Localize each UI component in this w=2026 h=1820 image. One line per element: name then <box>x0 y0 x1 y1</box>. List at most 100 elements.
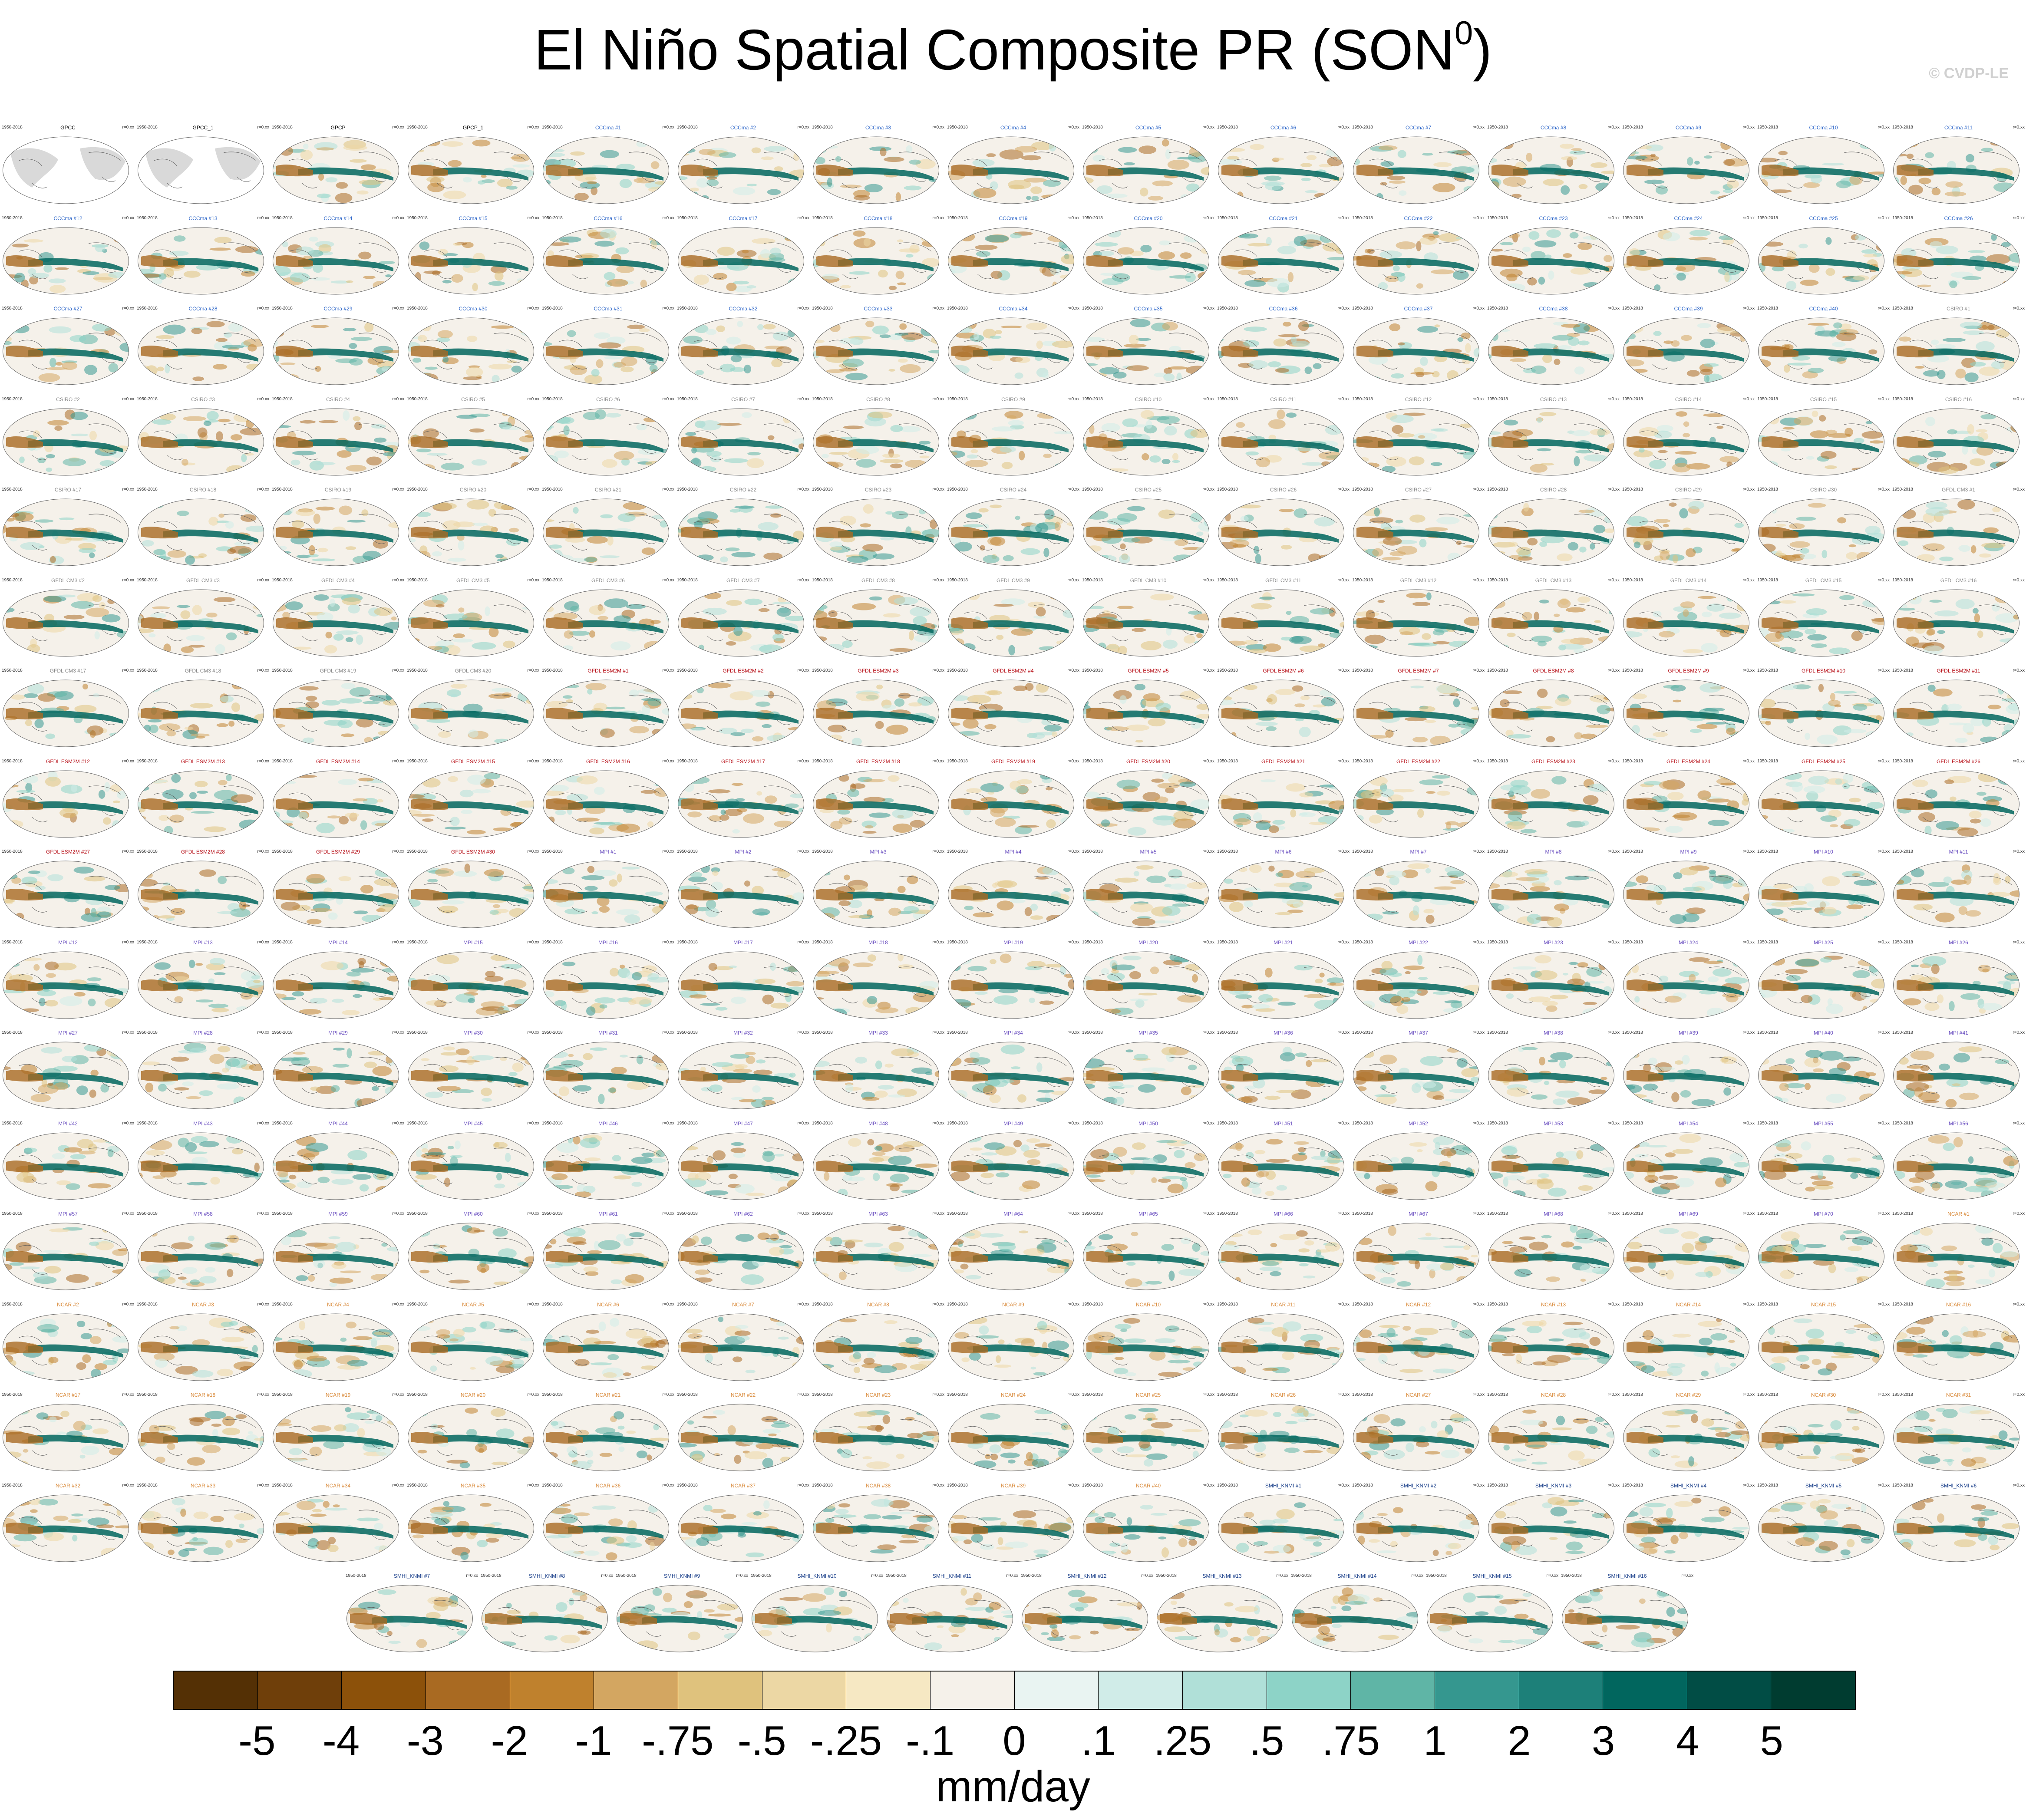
panel-title: GFDL ESM2M #22 <box>1396 758 1440 765</box>
map-panel: 1950-2018 GFDL CM3 #19 r=0.xx <box>272 668 404 751</box>
panel-title: NCAR #39 <box>1000 1482 1026 1489</box>
panel-period: 1950-2018 <box>812 396 833 402</box>
map-globe <box>408 679 534 747</box>
panel-stat: r=0.xx <box>1067 577 1079 583</box>
map-panel: 1950-2018 SMHI_KNMI #11 r=0.xx <box>886 1573 1018 1656</box>
panel-title: CSIRO #30 <box>1810 487 1837 493</box>
panel-title: GFDL ESM2M #30 <box>451 849 495 855</box>
panel-period: 1950-2018 <box>947 940 968 945</box>
map-panel: 1950-2018 CSIRO #14 r=0.xx <box>1622 397 1755 479</box>
colorbar-tick-label: -.75 <box>642 1718 714 1764</box>
panel-stat: r=0.xx <box>1607 1030 1620 1035</box>
map-globe <box>678 1042 804 1109</box>
colorbar-tick-label: -5 <box>238 1718 276 1764</box>
panel-period: 1950-2018 <box>542 577 563 583</box>
panel-stat: r=0.xx <box>527 758 539 764</box>
panel-stat: r=0.xx <box>527 1483 539 1488</box>
panel-stat: r=0.xx <box>1742 758 1755 764</box>
map-panel: 1950-2018 MPI #5 r=0.xx <box>1082 849 1214 932</box>
panel-period: 1950-2018 <box>1487 1211 1508 1216</box>
panel-title: MPI #48 <box>868 1120 888 1127</box>
panel-stat: r=0.xx <box>1006 1573 1018 1578</box>
panel-period: 1950-2018 <box>1892 306 1913 311</box>
map-panel: 1950-2018 MPI #55 r=0.xx <box>1757 1121 1890 1203</box>
panel-period: 1950-2018 <box>1622 306 1643 311</box>
panel-period: 1950-2018 <box>137 758 158 764</box>
map-panel: 1950-2018 NCAR #33 r=0.xx <box>137 1483 269 1566</box>
panel-title: NCAR #26 <box>1270 1392 1296 1398</box>
panel-stat: r=0.xx <box>1202 306 1214 311</box>
map-panel: 1950-2018 MPI #48 r=0.xx <box>812 1121 944 1203</box>
panel-period: 1950-2018 <box>1622 396 1643 402</box>
map-panel: 1950-2018 NCAR #16 r=0.xx <box>1892 1302 2025 1385</box>
map-globe <box>1353 770 1479 837</box>
panel-period: 1950-2018 <box>1757 1030 1778 1035</box>
panel-period: 1950-2018 <box>1757 1302 1778 1307</box>
panel-title: NCAR #17 <box>55 1392 81 1398</box>
panel-title: CCCma #39 <box>1674 306 1703 312</box>
panel-title: SMHI_KNMI #7 <box>393 1573 430 1579</box>
map-panel: 1950-2018 NCAR #38 r=0.xx <box>812 1483 944 1566</box>
panel-title: GFDL ESM2M #19 <box>991 758 1035 765</box>
panel-period: 1950-2018 <box>947 1121 968 1126</box>
panel-title: MPI #58 <box>193 1211 213 1217</box>
map-globe <box>138 498 264 566</box>
panel-title: MPI #23 <box>1544 939 1563 946</box>
panel-title: MPI #19 <box>1003 939 1023 946</box>
panel-title: GFDL ESM2M #8 <box>1533 668 1574 674</box>
map-globe <box>482 1585 608 1652</box>
map-panel: 1950-2018 GFDL CM3 #9 r=0.xx <box>947 578 1079 660</box>
map-panel: 1950-2018 GFDL ESM2M #13 r=0.xx <box>137 759 269 841</box>
panel-title: GPCP_1 <box>462 125 484 131</box>
panel-period: 1950-2018 <box>1352 1392 1373 1397</box>
panel-title: NCAR #24 <box>1000 1392 1026 1398</box>
panel-stat: r=0.xx <box>1742 487 1755 492</box>
map-globe <box>1893 1132 2019 1200</box>
map-globe <box>1758 408 1884 475</box>
map-globe <box>948 1404 1074 1471</box>
map-panel: 1950-2018 GFDL ESM2M #4 r=0.xx <box>947 668 1079 751</box>
map-globe <box>617 1585 743 1652</box>
map-panel: 1950-2018 NCAR #26 r=0.xx <box>1217 1392 1350 1475</box>
colorbar-swatch <box>1687 1672 1772 1709</box>
colorbar-swatch <box>1099 1672 1183 1709</box>
map-panel: 1950-2018 GFDL CM3 #3 r=0.xx <box>137 578 269 660</box>
map-panel: 1950-2018 MPI #9 r=0.xx <box>1622 849 1755 932</box>
map-globe <box>1893 317 2019 385</box>
panel-title: MPI #61 <box>598 1211 618 1217</box>
panel-stat: r=0.xx <box>1607 215 1620 221</box>
map-panel: 1950-2018 MPI #45 r=0.xx <box>407 1121 539 1203</box>
map-globe <box>408 861 534 928</box>
map-panel: 1950-2018 MPI #35 r=0.xx <box>1082 1030 1214 1113</box>
panel-period: 1950-2018 <box>407 215 428 221</box>
panel-stat: r=0.xx <box>1337 1302 1350 1307</box>
panel-stat: r=0.xx <box>662 125 674 130</box>
panel-stat: r=0.xx <box>662 1302 674 1307</box>
map-globe <box>273 951 399 1019</box>
map-panel: 1950-2018 NCAR #5 r=0.xx <box>407 1302 539 1385</box>
map-globe <box>3 951 129 1019</box>
panel-title: MPI #34 <box>1003 1030 1023 1036</box>
panel-period: 1950-2018 <box>1892 1392 1913 1397</box>
panel-title: GFDL CM3 #10 <box>1130 577 1167 584</box>
panel-period: 1950-2018 <box>272 668 293 673</box>
panel-stat: r=0.xx <box>1067 487 1079 492</box>
panel-period: 1950-2018 <box>2 1211 23 1216</box>
panel-period: 1950-2018 <box>1082 668 1103 673</box>
map-panel: 1950-2018 NCAR #30 r=0.xx <box>1757 1392 1890 1475</box>
panel-period: 1950-2018 <box>1352 849 1373 854</box>
map-globe <box>1218 951 1344 1019</box>
panel-title: GFDL ESM2M #4 <box>993 668 1034 674</box>
map-globe <box>948 317 1074 385</box>
panel-period: 1950-2018 <box>1217 940 1238 945</box>
panel-period: 1950-2018 <box>137 1211 158 1216</box>
map-globe <box>138 1404 264 1471</box>
panel-stat: r=0.xx <box>1067 1483 1079 1488</box>
panel-title: CSIRO #6 <box>596 396 620 402</box>
map-globe <box>138 770 264 837</box>
panel-title: CSIRO #13 <box>1540 396 1567 402</box>
map-panel: 1950-2018 MPI #8 r=0.xx <box>1487 849 1620 932</box>
map-globe <box>1218 1132 1344 1200</box>
panel-period: 1950-2018 <box>272 396 293 402</box>
panel-stat: r=0.xx <box>2013 1302 2025 1307</box>
